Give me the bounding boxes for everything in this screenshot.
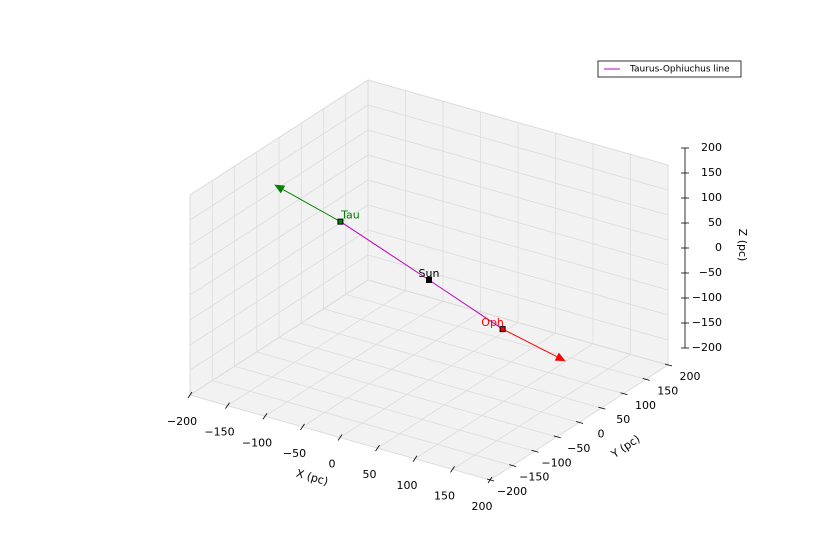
grid-line <box>367 154 669 241</box>
grid <box>189 79 669 481</box>
arrow-shaft <box>282 189 341 223</box>
tick-mark <box>642 377 650 381</box>
grid-line <box>367 79 669 166</box>
legend-label: Taurus-Ophiuchus line <box>629 65 730 75</box>
y-tick-label: 150 <box>657 384 678 397</box>
z-tick-label: 150 <box>701 166 722 179</box>
z-tick-label: 50 <box>708 216 722 229</box>
arrow-head <box>274 184 286 194</box>
point-marker <box>499 326 506 333</box>
grid-line <box>367 129 669 216</box>
tick-mark <box>262 413 268 420</box>
tick-mark <box>620 392 628 396</box>
grid-line <box>367 204 669 291</box>
tick-mark <box>486 478 495 482</box>
grid-line <box>345 293 646 380</box>
tick-mark <box>375 444 380 452</box>
arrow-shaft <box>502 328 557 358</box>
z-tick-label: 100 <box>701 191 722 204</box>
grid-line <box>189 279 369 396</box>
legend: Taurus-Ophiuchus line <box>597 60 742 78</box>
x-tick-label: −200 <box>167 415 197 428</box>
grid-line <box>189 179 369 296</box>
grid-line <box>278 337 580 423</box>
y-tick-label: −50 <box>567 442 590 455</box>
x-tick-label: −150 <box>204 426 234 439</box>
z-tick-label: −150 <box>692 316 722 329</box>
z-tick-label: 0 <box>715 241 722 254</box>
z-tick-label: −100 <box>692 291 722 304</box>
grid-line <box>301 322 602 409</box>
grid-line <box>189 154 369 271</box>
tick-mark <box>575 421 584 424</box>
tick-mark <box>509 464 517 468</box>
grid-line <box>189 254 369 371</box>
grid-line <box>367 254 669 341</box>
tick-mark <box>300 423 305 431</box>
x-axis-label: X (pc) <box>295 467 330 488</box>
y-tick-label: −150 <box>519 471 549 484</box>
arrow-head <box>554 352 566 362</box>
y-axis-label: Y (pc) <box>608 432 642 461</box>
point-label: Sun <box>419 267 440 280</box>
x-tick-label: 150 <box>434 489 455 502</box>
grid-line <box>367 104 669 191</box>
y-tick-label: 0 <box>598 428 605 441</box>
x-tick-label: 50 <box>363 468 377 481</box>
grid-line <box>189 104 369 221</box>
tick-mark <box>225 402 230 409</box>
tick-mark <box>412 455 418 462</box>
grid-line <box>367 279 669 366</box>
grid-line <box>367 229 669 316</box>
grid-line <box>367 179 669 266</box>
x-tick-label: −50 <box>283 447 306 460</box>
point-marker <box>337 218 344 225</box>
y-tick-label: −100 <box>541 456 571 469</box>
tick-mark <box>664 363 673 367</box>
tick-mark <box>598 406 606 410</box>
grid-line <box>189 79 369 196</box>
grid-line <box>234 365 535 452</box>
x-tick-label: 0 <box>329 458 336 471</box>
marks: Tau Sun Oph <box>274 184 566 362</box>
x-tick-label: 100 <box>397 479 418 492</box>
tick-mark <box>337 434 343 441</box>
tick-mark <box>450 466 455 473</box>
z-tick-label: −200 <box>692 341 722 354</box>
y-tick-label: −200 <box>497 485 527 498</box>
tick-mark <box>553 435 561 439</box>
point-marker <box>426 277 432 283</box>
grid-line <box>256 351 557 438</box>
grid-line <box>189 229 369 346</box>
y-tick-label: 200 <box>680 370 701 383</box>
y-tick-label: 50 <box>616 413 630 426</box>
y-tick-label: 100 <box>635 399 656 412</box>
z-tick-label: −50 <box>699 266 722 279</box>
tick-mark <box>187 391 193 399</box>
point-label: Tau <box>340 209 360 222</box>
grid-line <box>323 308 624 395</box>
tick-mark <box>531 449 539 453</box>
z-axis-label: Z (pc) <box>736 229 749 262</box>
point-label: Oph <box>481 316 504 329</box>
legend-box <box>597 60 742 78</box>
x-tick-label: −100 <box>242 436 272 449</box>
z-tick-label: 200 <box>701 141 722 154</box>
grid-line <box>212 380 513 467</box>
x-tick-label: 200 <box>472 500 493 513</box>
